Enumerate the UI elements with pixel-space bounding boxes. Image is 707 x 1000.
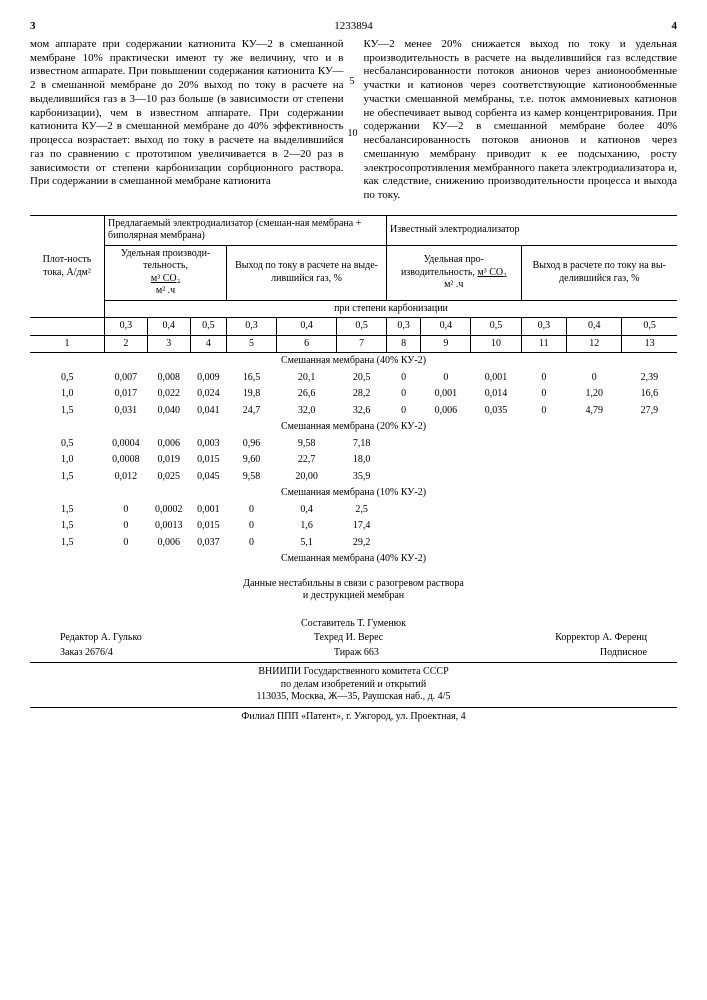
org-line-2: по делам изобретений и открытий	[30, 679, 677, 692]
carb-05b: 0,5	[337, 318, 387, 336]
compiler: Составитель Т. Гуменюк	[30, 618, 677, 631]
col-12: 12	[567, 335, 622, 353]
table-row: 0,50,0070,0080,00916,520,120,5000,001002…	[30, 370, 677, 387]
col-5: 5	[227, 335, 277, 353]
col-4: 4	[190, 335, 226, 353]
editor: Редактор А. Гулько	[60, 632, 142, 645]
table-row: 0,50,00040,0060,0030,969,587,18	[30, 436, 677, 453]
text-column-right: КУ—2 менее 20% снижается выход по току и…	[364, 38, 678, 203]
col-2: 2	[104, 335, 147, 353]
podpisnoe: Подписное	[600, 647, 647, 660]
doc-number: 1233894	[334, 20, 373, 34]
table-row: 1,500,00020,00100,42,5	[30, 502, 677, 519]
col-13: 13	[622, 335, 677, 353]
th-spec-prod2: Удельная про-изводительность,	[401, 254, 484, 278]
carb-03b: 0,3	[227, 318, 277, 336]
section-10: Смешанная мембрана (10% КУ-2)	[30, 485, 677, 502]
footer: Составитель Т. Гуменюк Редактор А. Гульк…	[30, 618, 677, 724]
col-9: 9	[421, 335, 471, 353]
table-row: 1,00,00080,0190,0159,6022,718,0	[30, 452, 677, 469]
section-40: Смешанная мембрана (40% КУ-2)	[30, 353, 677, 370]
col-1: 1	[30, 335, 104, 353]
carb-03: 0,3	[104, 318, 147, 336]
col-10: 10	[471, 335, 521, 353]
carb-04b: 0,4	[276, 318, 336, 336]
table-row: 1,500,0060,03705,129,2	[30, 535, 677, 552]
th-unit1b: м³ CO₂	[477, 267, 506, 278]
col-3: 3	[147, 335, 190, 353]
carb-05: 0,5	[190, 318, 226, 336]
carb-04: 0,4	[147, 318, 190, 336]
col-7: 7	[337, 335, 387, 353]
tirazh: Тираж 663	[334, 647, 379, 660]
section-20: Смешанная мембрана (20% КУ-2)	[30, 419, 677, 436]
col-6: 6	[276, 335, 336, 353]
line-marker-10: 10	[348, 128, 358, 141]
carb-03c: 0,3	[387, 318, 421, 336]
th-proposed: Предлагаемый электродиализатор (смешан-н…	[104, 215, 386, 245]
th-yield2: Выход в расчете по току на вы-делившийся…	[521, 245, 677, 300]
addr-1: 113035, Москва, Ж—35, Раушская наб., д. …	[30, 691, 677, 704]
carb-04c: 0,4	[421, 318, 471, 336]
col-8: 8	[387, 335, 421, 353]
line-marker-5: 5	[350, 76, 355, 89]
table-row: 1,50,0120,0250,0459,5820,0035,9	[30, 469, 677, 486]
corrector: Корректор А. Ференц	[555, 632, 647, 645]
order: Заказ 2676/4	[60, 647, 113, 660]
th-spec-prod: Удельная производи-тельность,	[121, 248, 210, 272]
tech-editor: Техред И. Верес	[314, 632, 383, 645]
page-number-left: 3	[30, 20, 36, 34]
section-40b: Смешанная мембрана (40% КУ-2)	[30, 551, 677, 568]
th-unit2: м² .ч	[156, 285, 175, 296]
carb-04d: 0,4	[567, 318, 622, 336]
table-row: 1,00,0170,0220,02419,826,628,200,0010,01…	[30, 386, 677, 403]
page-number-right: 4	[672, 20, 678, 34]
carb-05d: 0,5	[622, 318, 677, 336]
table-row: 1,500,00130,01501,617,4	[30, 518, 677, 535]
note-line-1: Данные нестабильны в связи с разогревом …	[243, 578, 464, 589]
th-carb: при степени карбонизации	[104, 300, 677, 318]
text-column-left: мом аппарате при содержании катионита КУ…	[30, 38, 344, 203]
org-line-1: ВНИИПИ Государственного комитета СССР	[30, 666, 677, 679]
col-11: 11	[521, 335, 567, 353]
note-line-2: и деструкцией мембран	[303, 590, 404, 601]
carb-03d: 0,3	[521, 318, 567, 336]
th-yield: Выход по току в расчете на выде-лившийся…	[227, 245, 387, 300]
carb-05c: 0,5	[471, 318, 521, 336]
th-density: Плот-ность тока, А/дм²	[30, 215, 104, 318]
th-known: Известный электродиализатор	[387, 215, 677, 245]
th-unit1: м³ CO₂	[151, 273, 180, 284]
th-unit2b: м² .ч	[444, 279, 463, 290]
addr-2: Филиал ППП «Патент», г. Ужгород, ул. Про…	[30, 711, 677, 724]
table-row: 1,50,0310,0400,04124,732,032,600,0060,03…	[30, 403, 677, 420]
results-table: Плот-ность тока, А/дм² Предлагаемый элек…	[30, 215, 677, 568]
